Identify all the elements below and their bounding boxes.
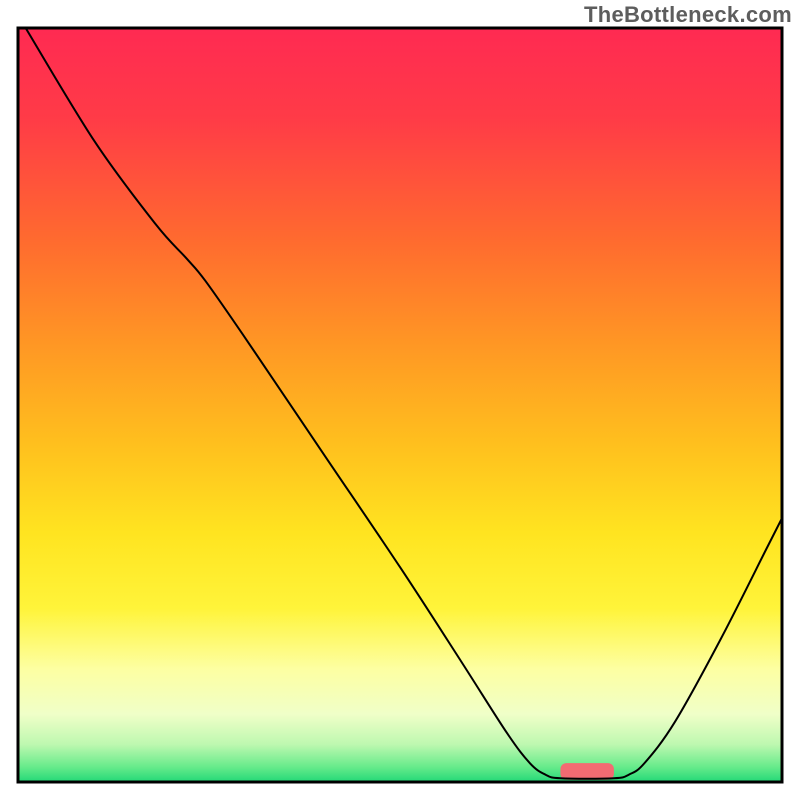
- watermark-text: TheBottleneck.com: [584, 2, 792, 28]
- chart-container: TheBottleneck.com: [0, 0, 800, 800]
- bottleneck-chart: [0, 0, 800, 800]
- valley-marker: [560, 763, 613, 780]
- gradient-background: [18, 28, 782, 782]
